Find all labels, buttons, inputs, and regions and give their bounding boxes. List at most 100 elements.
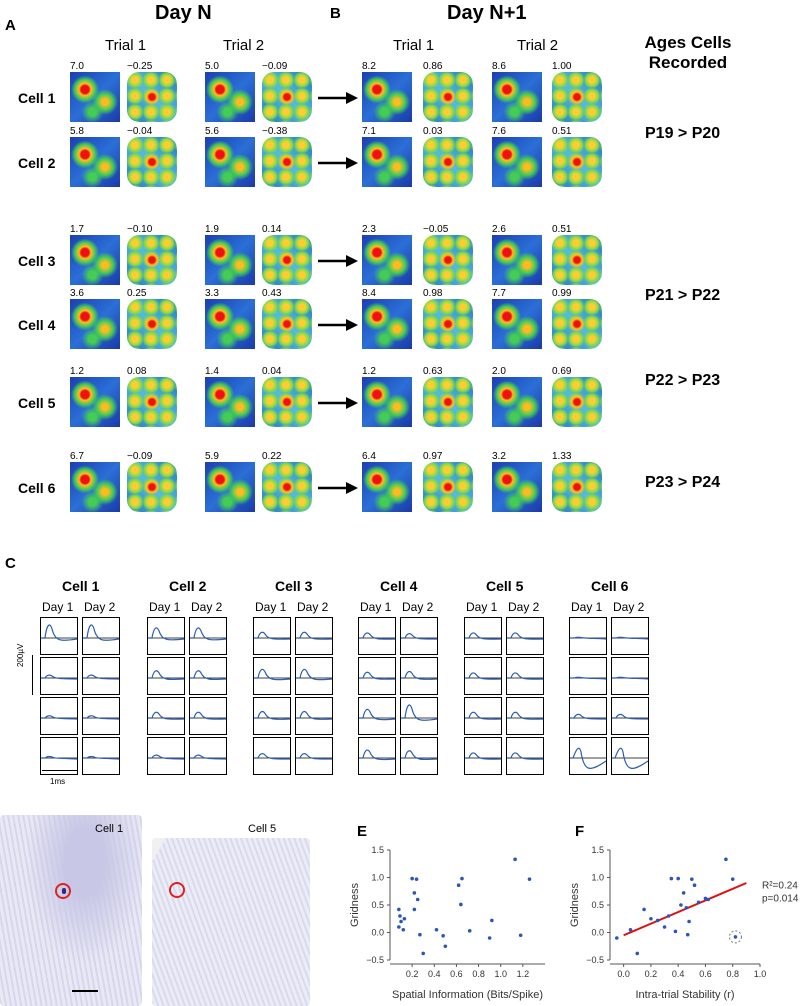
recording-site-marker [55, 883, 71, 899]
right-arrow-icon [318, 157, 358, 169]
waveform-box [400, 697, 438, 735]
scatter-chart-f: −0.5 0.0 0.5 1.0 1.5 0.0 0.2 0.4 0.6 0.8 1.0 Intra-… [569, 845, 799, 1001]
data-point [414, 877, 419, 881]
y-axis-label: Gridness [349, 882, 361, 927]
spike-waveform [507, 672, 543, 680]
peak-rate-b1: 8.4 [362, 288, 376, 299]
peak-rate-a1: 1.7 [70, 224, 84, 235]
rate-map [205, 72, 255, 122]
waveform-box [189, 617, 227, 655]
waveform-box [253, 737, 291, 775]
rate-map [492, 72, 542, 122]
waveform-day-label: Day 1 [42, 600, 74, 614]
waveform-cell-title: Cell 5 [486, 578, 524, 594]
spike-waveform [254, 710, 290, 720]
spike-waveform [570, 636, 606, 640]
waveform-box [611, 737, 649, 775]
peak-rate-b1: 8.2 [362, 61, 376, 72]
spike-waveform [254, 753, 290, 760]
y-tick-label: 1.0 [371, 873, 384, 883]
data-point [684, 905, 689, 910]
waveform-box [569, 657, 607, 695]
autocorrelogram [423, 299, 473, 349]
voltage-scale-bar [32, 655, 33, 695]
waveform-box [611, 617, 649, 655]
gridness-b1: 0.98 [423, 288, 443, 299]
peak-rate-b1: 1.2 [362, 366, 376, 377]
autocorrelogram [262, 235, 312, 285]
right-arrow-icon [318, 255, 358, 267]
data-point [460, 876, 464, 881]
data-point [673, 929, 678, 934]
spike-waveform [41, 755, 77, 760]
data-point [434, 927, 439, 932]
x-tick-label: 0.8 [726, 969, 739, 979]
data-point [628, 927, 633, 932]
panel-letter-a: A [5, 17, 16, 34]
rate-map [362, 72, 412, 122]
autocorrelogram [423, 377, 473, 427]
waveform-day-label: Day 1 [571, 600, 603, 614]
x-axis-label: Spatial Information (Bits/Spike) [392, 989, 543, 1001]
spike-waveform [359, 671, 395, 680]
spike-waveform [83, 674, 119, 680]
spike-waveform [148, 711, 184, 720]
gridness-a1: −0.04 [127, 126, 153, 137]
data-point [399, 919, 403, 924]
waveform-box [611, 697, 649, 735]
y-tick-label: 1.5 [591, 845, 604, 855]
waveform-day-label: Day 2 [402, 600, 434, 614]
y-tick-label: 1.0 [591, 873, 604, 883]
spike-waveform [296, 668, 332, 681]
waveform-box [253, 617, 291, 655]
x-tick-label: 1.0 [494, 969, 507, 979]
autocorrelogram [262, 462, 312, 512]
data-point [681, 891, 686, 895]
spike-waveform [359, 708, 395, 721]
b-trial1-label: Trial 1 [393, 37, 435, 54]
peak-rate-a2: 1.9 [205, 224, 219, 235]
waveform-cell-title: Cell 2 [169, 578, 207, 594]
voltage-scale-label: 200µV [16, 643, 25, 667]
waveform-box [506, 697, 544, 735]
autocorrelogram [127, 377, 177, 427]
x-tick-label: 0.2 [645, 969, 658, 979]
cell-row-label: Cell 3 [18, 253, 56, 269]
data-point [415, 897, 420, 902]
peak-rate-a1: 5.8 [70, 126, 84, 137]
y-tick-label: −0.5 [586, 955, 604, 965]
regression-line [623, 882, 747, 937]
waveform-box [40, 697, 78, 735]
waveform-box [506, 617, 544, 655]
histology-image-cell5 [152, 838, 310, 1006]
y-axis-label: Gridness [569, 882, 581, 927]
waveform-day-label: Day 1 [255, 600, 287, 614]
spike-waveform [190, 627, 226, 641]
spike-waveform [190, 670, 226, 681]
gridness-a2: 0.22 [262, 451, 282, 462]
data-point [679, 903, 683, 907]
scatter-chart-e: −0.5 0.0 0.5 1.0 1.5 0.2 0.4 0.6 0.8 1.0 1.2 Spatia… [349, 845, 545, 1001]
spike-waveform [465, 752, 501, 760]
peak-rate-b1: 2.3 [362, 224, 376, 235]
ages-header-line1: Ages Cells [644, 33, 732, 52]
waveform-box [358, 697, 396, 735]
right-arrow-icon [318, 92, 358, 104]
gridness-b1: 0.03 [423, 126, 443, 137]
histology-scale-bar [72, 990, 98, 992]
data-point [642, 907, 646, 912]
peak-rate-a1: 3.6 [70, 288, 84, 299]
y-tick-label: 0.0 [591, 928, 604, 938]
waveform-day-label: Day 2 [84, 600, 116, 614]
waveform-box [400, 657, 438, 695]
rate-map [362, 235, 412, 285]
data-point [487, 936, 492, 940]
autocorrelogram [552, 462, 602, 512]
autocorrelogram [552, 299, 602, 349]
time-scale-label: 1ms [50, 777, 66, 786]
data-point [412, 907, 417, 912]
peak-rate-b1: 6.4 [362, 451, 376, 462]
spike-waveform [359, 632, 395, 640]
autocorrelogram [423, 137, 473, 187]
gridness-b2: 0.51 [552, 224, 572, 235]
